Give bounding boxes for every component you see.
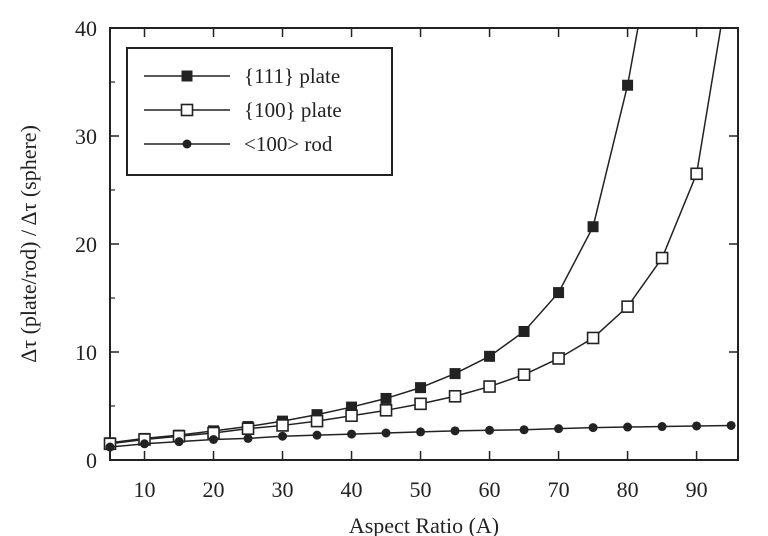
series-layer	[103, 27, 736, 452]
data-point	[379, 404, 393, 417]
data-point	[380, 392, 392, 404]
x-axis-title: Aspect Ratio (A)	[349, 513, 499, 536]
data-point	[587, 221, 599, 233]
data-point	[414, 397, 427, 411]
data-point	[381, 428, 391, 438]
data-point	[485, 425, 495, 435]
legend-marker	[182, 139, 192, 149]
legend-label: {100} plate	[244, 98, 342, 122]
data-point	[519, 425, 529, 435]
legend: {111} plate {100} plate <100> rod	[126, 47, 393, 176]
data-point	[586, 331, 600, 345]
data-point	[347, 429, 357, 439]
data-point	[345, 409, 358, 423]
legend-box	[126, 47, 393, 176]
data-point	[588, 423, 598, 433]
data-point	[657, 422, 667, 432]
x-tick-label: 80	[617, 477, 639, 502]
data-point	[484, 350, 496, 362]
x-tick-label: 50	[410, 477, 432, 502]
data-point	[621, 300, 634, 313]
data-point	[140, 439, 150, 449]
y-tick-label: 0	[86, 448, 97, 473]
data-point	[416, 427, 426, 437]
data-point	[105, 442, 115, 452]
data-point	[449, 368, 461, 380]
legend-marker	[181, 70, 193, 82]
legend-label: {111} plate	[244, 64, 340, 88]
x-tick-label: 40	[341, 477, 363, 502]
data-point	[692, 421, 702, 431]
legend-marker	[180, 103, 194, 117]
data-point	[310, 414, 324, 428]
data-point	[174, 437, 184, 447]
y-tick-label: 10	[75, 340, 97, 365]
y-axis-title: Δτ (plate/rod) / Δτ (sphere)	[16, 125, 41, 363]
data-point	[278, 431, 288, 441]
data-point	[518, 325, 530, 337]
legend-label: <100> rod	[244, 132, 333, 156]
y-tick-label: 30	[75, 124, 97, 149]
data-point	[655, 251, 669, 265]
axis-ticks: 10 20 30 40 50 60 70 80 90 0 10 20 30 40	[75, 16, 738, 502]
data-point	[415, 382, 427, 394]
y-tick-label: 20	[75, 232, 97, 257]
data-point	[483, 380, 496, 393]
data-point	[553, 287, 565, 299]
data-point	[276, 419, 289, 432]
data-point	[554, 424, 564, 434]
data-point	[690, 167, 703, 181]
x-tick-label: 60	[479, 477, 501, 502]
data-point	[623, 422, 633, 432]
data-point	[622, 79, 634, 91]
data-point	[312, 430, 322, 440]
data-point	[726, 420, 736, 430]
data-point	[517, 368, 531, 381]
x-tick-label: 20	[203, 477, 225, 502]
data-point	[243, 433, 253, 443]
y-tick-label: 40	[75, 16, 97, 41]
data-point	[552, 352, 565, 365]
data-point	[448, 389, 462, 403]
x-tick-label: 30	[272, 477, 294, 502]
x-tick-label: 70	[548, 477, 570, 502]
data-point	[209, 434, 219, 444]
data-point	[241, 422, 255, 435]
x-tick-label: 10	[134, 477, 156, 502]
x-tick-label: 90	[686, 477, 708, 502]
series-2	[105, 420, 736, 452]
data-point	[450, 426, 460, 436]
